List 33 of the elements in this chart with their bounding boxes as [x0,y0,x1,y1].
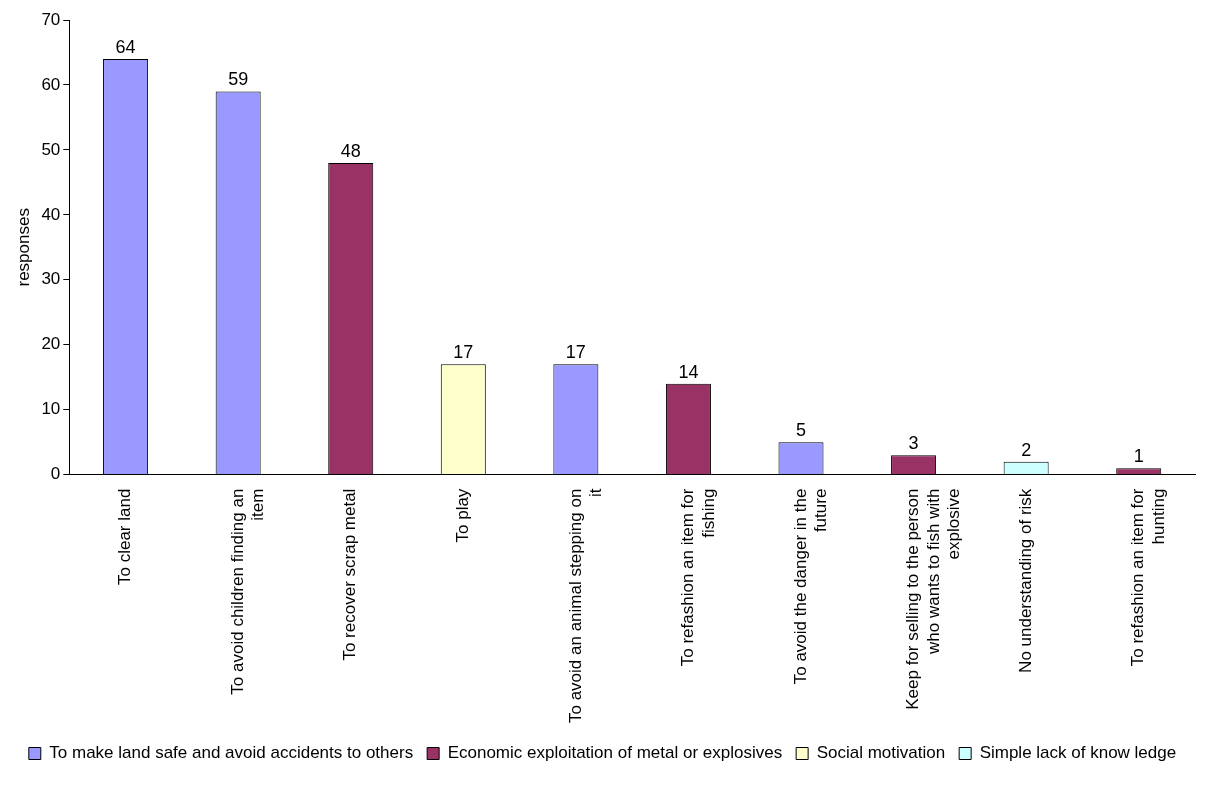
legend-label: Simple lack of know ledge [979,743,1177,763]
y-tick-label: 60 [41,74,61,94]
x-tick-label: No understanding of risk [1015,488,1035,673]
legend-label: Social motivation [816,743,946,763]
data-label: 17 [453,342,474,363]
x-tick-label: To avoid an animal stepping on it [565,488,605,724]
data-label: 3 [908,433,919,454]
legend-label: To make land safe and avoid accidents to others [49,743,414,763]
x-tick-label: Keep for selling to the person who wants to fish with explosive [903,488,964,710]
y-tick-label: 10 [41,399,61,419]
data-label: 59 [228,69,249,90]
x-tick-label: To clear land [115,488,135,586]
data-label: 17 [565,342,586,363]
y-tick-label: 20 [41,334,61,354]
data-label: 2 [1021,439,1032,460]
y-tick-label: 0 [50,464,61,484]
x-tick-label: To avoid children finding an item [227,488,268,695]
y-tick-label: 50 [41,139,61,159]
x-tick-label: To refashion an item for hunting [1128,488,1168,667]
data-label: 14 [678,361,699,382]
data-label: 5 [796,420,807,441]
x-tick-label: To refashion an item for fishing [678,488,718,667]
legend-label: Economic exploitation of metal or explosives [447,743,783,763]
y-tick-label: 30 [41,269,61,289]
x-tick-label: To play [452,488,472,543]
x-tick-label: To recover scrap metal [340,488,360,661]
data-label: 64 [115,36,136,57]
data-label: 48 [340,140,361,161]
data-label: 1 [1133,446,1144,467]
x-tick-label: To avoid the danger in the future [790,488,831,685]
y-tick-label: 40 [41,204,61,224]
y-tick-label: 70 [41,9,61,29]
y-axis-title: responses [13,208,33,287]
